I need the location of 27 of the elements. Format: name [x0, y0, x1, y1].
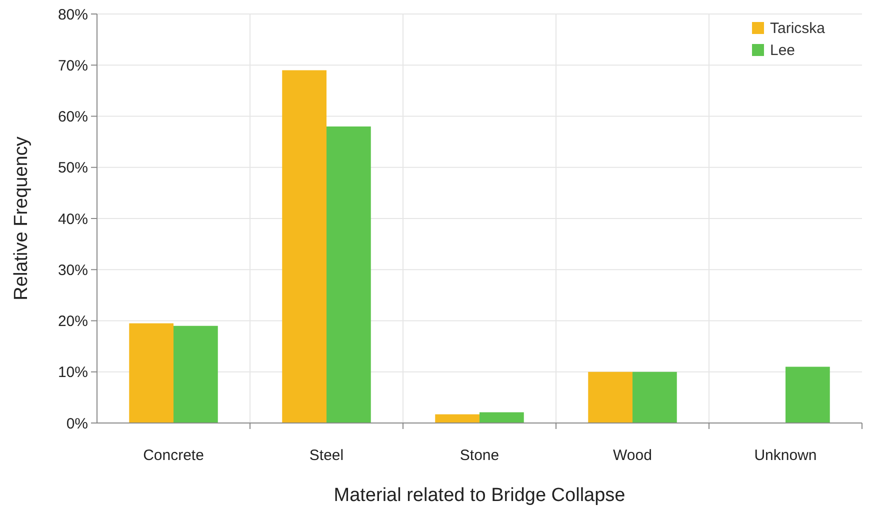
y-tick-label: 0%: [66, 415, 88, 432]
x-tick-label: Wood: [613, 447, 652, 464]
bar: [282, 70, 326, 423]
y-tick-label: 80%: [58, 6, 88, 24]
y-tick-label: 70%: [58, 57, 88, 74]
legend-label: Taricska: [770, 20, 826, 37]
bar: [786, 366, 830, 423]
bar: [588, 372, 632, 423]
bar: [632, 372, 677, 423]
y-axis-title: Relative Frequency: [11, 136, 32, 300]
x-tick-label: Unknown: [754, 447, 817, 464]
bar: [129, 323, 174, 423]
y-tick-label: 60%: [58, 108, 88, 126]
legend-label: Lee: [770, 42, 796, 59]
y-tick-label: 30%: [58, 262, 88, 279]
x-tick-label: Concrete: [143, 447, 204, 464]
y-tick-label: 10%: [58, 364, 88, 382]
bar: [174, 326, 218, 423]
bar: [326, 126, 371, 423]
x-tick-label: Steel: [309, 447, 344, 464]
x-axis-title: Material related to Bridge Collapse: [334, 485, 626, 506]
y-tick-label: 20%: [58, 313, 88, 330]
bar: [435, 414, 480, 423]
y-tick-label: 50%: [58, 160, 88, 177]
y-tick-label: 40%: [58, 210, 88, 228]
x-tick-label: Stone: [460, 447, 500, 464]
bar: [480, 412, 524, 423]
